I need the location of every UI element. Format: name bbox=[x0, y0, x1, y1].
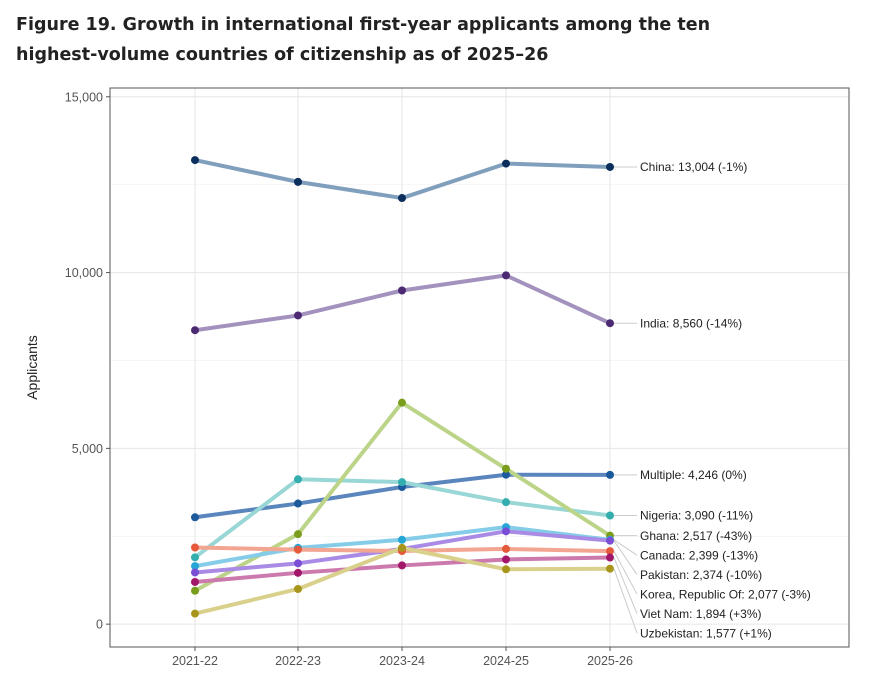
x-tick-label: 2025-26 bbox=[587, 654, 633, 668]
data-point-pakistan bbox=[191, 568, 199, 577]
end-label-uzbekistan: Uzbekistan: 1,577 (+1%) bbox=[640, 626, 772, 640]
chart-title: Figure 19. Growth in international first… bbox=[16, 10, 856, 70]
data-point-viet-nam bbox=[606, 553, 614, 562]
end-label-pakistan: Pakistan: 2,374 (-10%) bbox=[640, 568, 762, 582]
data-point-korea-republic-of bbox=[191, 543, 199, 552]
leader-line-uzbekistan bbox=[613, 568, 638, 634]
data-point-pakistan bbox=[502, 527, 510, 536]
data-point-korea-republic-of bbox=[502, 544, 510, 553]
data-point-nigeria bbox=[606, 511, 614, 520]
data-point-china bbox=[294, 177, 302, 186]
series-points bbox=[191, 156, 614, 618]
y-tick-label: 0 bbox=[96, 618, 103, 632]
x-tick-label: 2023-24 bbox=[379, 654, 425, 668]
data-point-viet-nam bbox=[398, 561, 406, 570]
x-tick-label: 2021-22 bbox=[172, 654, 218, 668]
data-point-multiple bbox=[294, 499, 302, 508]
end-label-china: China: 13,004 (-1%) bbox=[640, 160, 747, 174]
y-tick-label: 10,000 bbox=[65, 266, 103, 280]
end-label-canada: Canada: 2,399 (-13%) bbox=[640, 548, 758, 562]
data-point-nigeria bbox=[502, 498, 510, 507]
end-label-korea-republic-of: Korea, Republic Of: 2,077 (-3%) bbox=[640, 587, 811, 601]
data-point-china bbox=[606, 162, 614, 171]
end-label-ghana: Ghana: 2,517 (-43%) bbox=[640, 529, 752, 543]
leader-line-viet-nam bbox=[613, 557, 638, 614]
chart-title-line-2: highest-volume countries of citizenship … bbox=[16, 45, 549, 65]
data-point-china bbox=[191, 156, 199, 165]
data-point-multiple bbox=[191, 513, 199, 522]
y-tick-label: 5,000 bbox=[72, 442, 103, 456]
end-label-india: India: 8,560 (-14%) bbox=[640, 316, 742, 330]
end-label-nigeria: Nigeria: 3,090 (-11%) bbox=[640, 509, 753, 523]
data-point-viet-nam bbox=[502, 555, 510, 564]
leader-line-canada bbox=[613, 539, 638, 556]
data-point-viet-nam bbox=[294, 568, 302, 577]
data-point-china bbox=[502, 159, 510, 168]
data-point-uzbekistan bbox=[606, 564, 614, 573]
leader-line-korea-republic-of bbox=[613, 550, 638, 595]
end-label-viet-nam: Viet Nam: 1,894 (+3%) bbox=[640, 607, 762, 621]
data-point-india bbox=[606, 319, 614, 328]
y-axis-title: Applicants bbox=[24, 335, 40, 400]
x-tick-label: 2022-23 bbox=[275, 654, 321, 668]
data-point-china bbox=[398, 194, 406, 203]
data-point-nigeria bbox=[191, 553, 199, 562]
data-point-ghana bbox=[398, 398, 406, 407]
data-point-nigeria bbox=[294, 475, 302, 484]
data-point-nigeria bbox=[398, 478, 406, 487]
data-point-ghana bbox=[502, 464, 510, 473]
data-point-uzbekistan bbox=[502, 565, 510, 574]
data-point-multiple bbox=[606, 470, 614, 479]
data-point-pakistan bbox=[294, 559, 302, 568]
data-point-multiple bbox=[502, 470, 510, 479]
data-point-india bbox=[191, 326, 199, 335]
chart-title-line-1: Figure 19. Growth in international first… bbox=[16, 15, 711, 35]
data-point-canada bbox=[191, 562, 199, 571]
data-point-canada bbox=[398, 535, 406, 544]
end-labels: China: 13,004 (-1%) India: 8,560 (-14%) Mu… bbox=[613, 160, 811, 640]
data-point-ghana bbox=[294, 530, 302, 539]
data-point-uzbekistan bbox=[398, 543, 406, 552]
leader-line-pakistan bbox=[613, 540, 638, 575]
x-tick-label: 2024-25 bbox=[483, 654, 529, 668]
data-point-korea-republic-of bbox=[294, 545, 302, 554]
data-point-india bbox=[294, 311, 302, 320]
y-tick-label: 15,000 bbox=[65, 90, 103, 104]
end-label-multiple: Multiple: 4,246 (0%) bbox=[640, 468, 747, 482]
plot-panel-border bbox=[109, 87, 850, 648]
data-point-uzbekistan bbox=[294, 584, 302, 593]
data-point-ghana bbox=[191, 586, 199, 595]
data-point-india bbox=[502, 271, 510, 280]
data-point-india bbox=[398, 286, 406, 295]
data-point-pakistan bbox=[606, 536, 614, 545]
data-point-uzbekistan bbox=[191, 609, 199, 618]
data-point-viet-nam bbox=[191, 577, 199, 586]
data-point-korea-republic-of bbox=[606, 547, 614, 556]
